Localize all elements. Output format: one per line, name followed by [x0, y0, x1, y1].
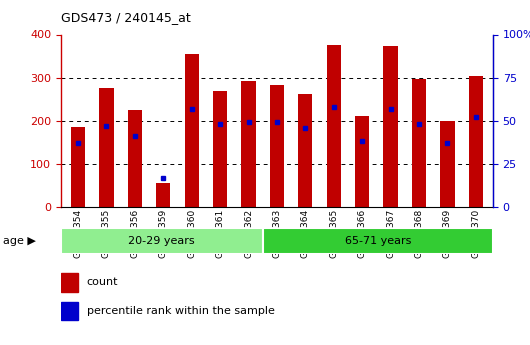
Bar [262, 228, 493, 254]
Text: 65-71 years: 65-71 years [344, 236, 411, 246]
Text: age ▶: age ▶ [3, 236, 36, 246]
Bar [355, 117, 369, 207]
Bar [440, 121, 455, 207]
Bar [99, 88, 113, 207]
Text: GDS473 / 240145_at: GDS473 / 240145_at [61, 11, 191, 24]
Text: count: count [87, 277, 118, 287]
Text: 20-29 years: 20-29 years [128, 236, 195, 246]
Bar [184, 54, 199, 207]
Bar [128, 110, 142, 207]
Bar [213, 90, 227, 207]
Bar [156, 183, 170, 207]
Text: percentile rank within the sample: percentile rank within the sample [87, 306, 275, 316]
Bar [61, 273, 78, 292]
Bar [326, 45, 341, 207]
Bar [61, 302, 78, 320]
Bar [270, 85, 284, 207]
Bar [298, 93, 313, 207]
Bar [412, 79, 426, 207]
Bar [61, 228, 262, 254]
Bar [469, 76, 483, 207]
Bar [384, 46, 398, 207]
Bar [241, 81, 255, 207]
Bar [71, 127, 85, 207]
